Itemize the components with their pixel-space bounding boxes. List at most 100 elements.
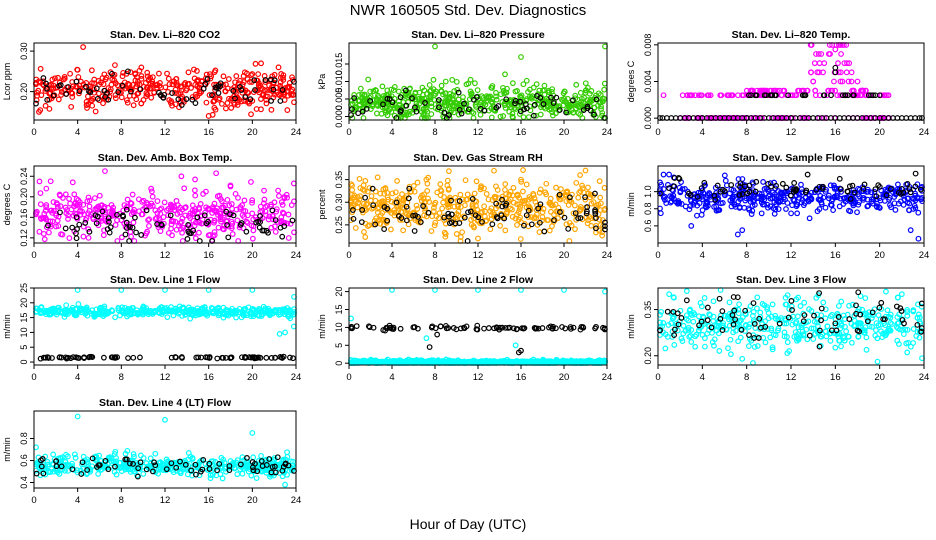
- data-point: [449, 102, 456, 109]
- data-point: [108, 202, 115, 208]
- data-point: [123, 225, 130, 231]
- data-point: [832, 87, 839, 94]
- data-point: [428, 324, 435, 331]
- data-point: [668, 320, 675, 327]
- data-point: [82, 220, 89, 226]
- data-point: [360, 98, 366, 104]
- data-point: [258, 96, 264, 102]
- data-point: [592, 211, 599, 217]
- data-point: [711, 336, 718, 343]
- data-point: [810, 336, 817, 342]
- data-point: [757, 309, 764, 316]
- y-tick-label: 15: [19, 313, 29, 323]
- data-point: [144, 73, 151, 80]
- data-point: [685, 325, 692, 331]
- data-point: [121, 220, 128, 227]
- data-point: [904, 309, 911, 315]
- y-tick-label: 20: [334, 287, 344, 297]
- data-point: [189, 207, 196, 214]
- data-point: [459, 229, 466, 236]
- data-point: [887, 314, 894, 321]
- data-point: [118, 94, 125, 101]
- data-point: [290, 323, 297, 330]
- data-point: [111, 77, 118, 84]
- data-point: [225, 234, 232, 241]
- data-point: [775, 206, 782, 213]
- data-point: [779, 180, 786, 187]
- data-point: [917, 186, 924, 193]
- data-point: [131, 206, 137, 213]
- data-point: [102, 168, 108, 175]
- data-point: [764, 201, 771, 208]
- data-point: [601, 184, 608, 191]
- data-point: [821, 92, 828, 99]
- data-point: [829, 311, 835, 318]
- data-point: [58, 354, 65, 361]
- data-point: [687, 332, 694, 339]
- data-point: [68, 103, 75, 110]
- data-point: [405, 195, 412, 202]
- data-point: [280, 210, 287, 217]
- data-point: [145, 217, 151, 224]
- data-point: [586, 90, 593, 97]
- data-point: [66, 235, 73, 242]
- data-point: [136, 208, 143, 215]
- data-point: [544, 217, 551, 223]
- panel-title: Stan. Dev. Sample Flow: [732, 152, 850, 164]
- data-point: [682, 327, 689, 334]
- data-point: [414, 179, 421, 186]
- data-point: [128, 310, 134, 317]
- data-point: [754, 305, 760, 312]
- data-point: [136, 67, 143, 74]
- data-point: [423, 335, 430, 342]
- data-point: [229, 205, 235, 212]
- data-point: [281, 219, 288, 226]
- data-point: [553, 184, 559, 191]
- data-point: [657, 210, 664, 217]
- data-point: [555, 359, 562, 365]
- y-axis-label: m/min: [626, 314, 636, 339]
- data-point: [75, 197, 82, 204]
- data-point: [768, 325, 775, 332]
- data-point: [715, 207, 721, 214]
- data-point: [675, 198, 682, 204]
- data-point: [177, 220, 184, 226]
- data-point: [573, 81, 580, 88]
- data-point: [105, 204, 112, 211]
- data-point: [743, 87, 750, 94]
- data-point: [88, 67, 95, 74]
- data-point: [386, 96, 393, 102]
- data-point: [439, 205, 446, 212]
- data-point: [40, 354, 47, 361]
- data-point: [242, 94, 249, 101]
- data-point: [468, 194, 475, 201]
- data-point: [261, 196, 268, 203]
- data-point: [268, 355, 275, 361]
- data-point: [82, 307, 89, 314]
- data-point: [493, 104, 500, 111]
- data-point: [700, 313, 706, 320]
- data-point: [46, 311, 53, 318]
- x-tick-label: 4: [75, 250, 80, 261]
- data-point: [144, 69, 151, 76]
- data-point: [215, 96, 222, 103]
- data-point: [172, 101, 179, 108]
- data-point: [539, 214, 546, 220]
- data-point: [105, 215, 112, 221]
- data-point: [698, 211, 705, 218]
- data-point: [161, 199, 168, 206]
- data-point: [69, 90, 76, 97]
- data-point: [385, 107, 392, 114]
- data-point: [769, 344, 776, 351]
- data-point: [148, 185, 155, 192]
- data-point: [497, 324, 503, 331]
- data-point: [50, 92, 57, 99]
- chart-panel-3: Stan. Dev. Li–820 Temp.degrees C0 4 8 12 16 2…: [626, 29, 929, 138]
- data-point: [838, 298, 845, 305]
- data-point: [541, 228, 548, 235]
- data-point: [411, 324, 418, 330]
- data-point: [863, 346, 870, 353]
- data-point: [547, 195, 554, 202]
- data-point: [139, 198, 146, 205]
- data-point: [694, 193, 701, 200]
